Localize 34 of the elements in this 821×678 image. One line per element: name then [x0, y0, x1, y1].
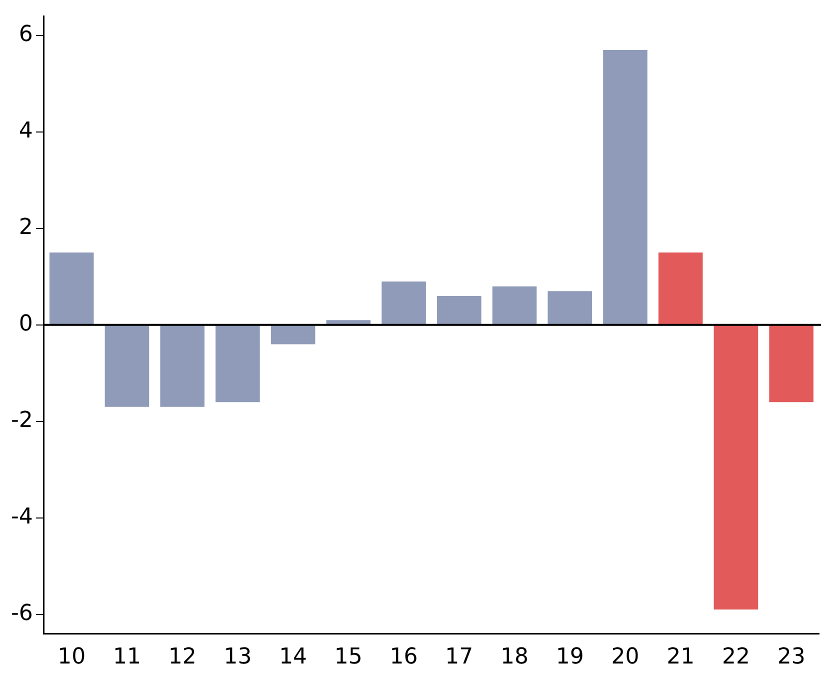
bar: [492, 286, 537, 324]
y-tick-label: 2: [18, 215, 33, 240]
x-tick-label: 10: [58, 644, 86, 670]
bar: [437, 296, 482, 324]
bar: [714, 325, 758, 610]
x-tick-label: 11: [112, 644, 141, 670]
bar: [104, 325, 150, 407]
x-tick-label: 18: [500, 644, 529, 670]
x-tick-label: 22: [722, 644, 750, 670]
x-tick-label: 15: [334, 644, 362, 670]
x-tick-label: 13: [224, 644, 252, 670]
x-tick-label: 12: [168, 644, 196, 670]
y-tick-label: -2: [11, 408, 33, 434]
bar: [49, 252, 94, 324]
y-tick-label: 6: [18, 22, 33, 48]
bar: [658, 252, 703, 324]
bar: [216, 325, 260, 402]
x-tick-label: 23: [777, 644, 806, 670]
x-tick-label: 17: [445, 644, 474, 670]
x-tick-label: 16: [390, 644, 418, 670]
x-tick-label: 14: [279, 644, 308, 670]
y-tick-label: -6: [11, 601, 33, 626]
x-tick-label: 21: [666, 644, 695, 670]
x-tick-label: 19: [556, 644, 584, 670]
bar: [769, 325, 814, 402]
y-tick-label: 0: [18, 312, 33, 337]
y-tick-label: 4: [18, 118, 33, 144]
bar: [382, 281, 426, 324]
bar: [603, 50, 648, 324]
y-tick-label: -4: [11, 504, 33, 530]
x-tick-label: 20: [611, 644, 640, 670]
bar: [548, 291, 592, 324]
bar: [270, 325, 316, 344]
bar: [160, 325, 204, 407]
